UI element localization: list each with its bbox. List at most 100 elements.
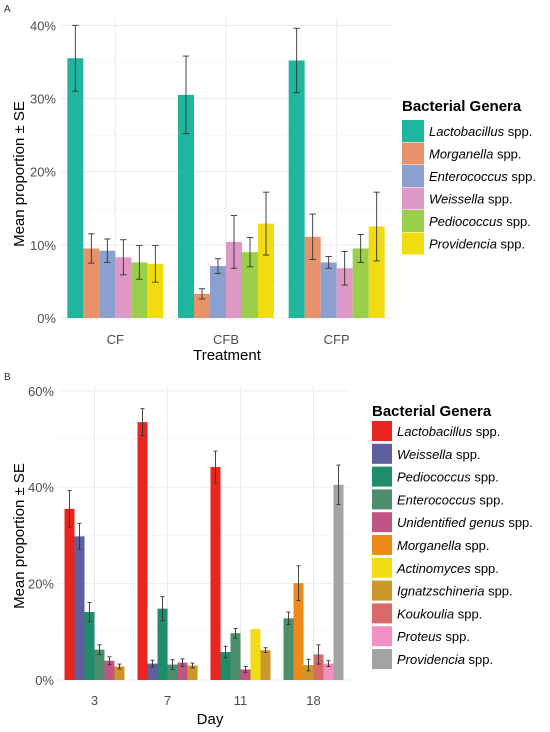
panel-a-error-bar xyxy=(341,250,348,286)
panel-a-error-bar xyxy=(120,239,127,276)
panel-b-legend-swatch xyxy=(372,512,392,533)
panel-a-legend-item: Lactobacillus spp. xyxy=(402,120,532,142)
panel-b-bar-18-providencia xyxy=(333,484,344,680)
panel-b-error-bar xyxy=(263,647,268,653)
panel-b-legend-label: Weissella spp. xyxy=(397,447,481,462)
panel-b-bar-11-actinomyces xyxy=(250,628,261,680)
panel-a-error-bar xyxy=(104,238,111,263)
panel-b-error-bar xyxy=(336,464,341,506)
panel-a-x-tick-label: CFP xyxy=(324,332,350,347)
panel-a-bar-cfb-lactobacillus xyxy=(178,94,194,318)
panel-a-y-tick-label: 30% xyxy=(30,91,56,106)
panel-b-x-tick-label: 11 xyxy=(234,693,248,708)
panel-a-bar-cf-lactobacillus xyxy=(67,58,84,319)
panel-a-y-ticks: 0% 10% 20% 30% 40% xyxy=(30,18,56,326)
panel-b-error-bar xyxy=(306,658,311,672)
panel-a-legend-item: Weissella spp. xyxy=(402,187,513,210)
panel-b-legend-swatch xyxy=(372,466,392,487)
panel-a-error-bar xyxy=(325,256,332,269)
panel-b-bar-11-unidentified-genus xyxy=(240,669,251,680)
panel-b-x-tick-label: 18 xyxy=(306,693,320,708)
panel-a-legend-swatch xyxy=(402,210,424,232)
panel-b-legend-item: Unidentified genus spp. xyxy=(372,512,533,533)
panel-a-bar-cfp-enterococcus xyxy=(320,262,337,318)
panel-a-bar-cfp-weissella xyxy=(336,268,353,318)
panel-b-y-tick-label: 20% xyxy=(28,577,54,592)
panel-a-bar-cfb-enterococcus xyxy=(210,266,226,318)
panel-a-legend-title: Bacterial Genera xyxy=(402,98,522,115)
panel-b-bar-7-enterococcus xyxy=(167,664,178,680)
panel-a-error-bar xyxy=(198,288,206,300)
panel-b-legend-item: Koukoulia spp. xyxy=(372,603,482,624)
panel-a-bars xyxy=(67,24,385,319)
panel-b-error-bar xyxy=(190,662,195,669)
panel-a-error-bar xyxy=(230,215,238,269)
panel-a-error-bar xyxy=(88,233,95,264)
panel-b-error-bar xyxy=(87,601,92,623)
panel-a-legend: Bacterial Genera Lactobacillus spp. Morga… xyxy=(402,98,536,255)
panel-b-legend-label: Lactobacillus spp. xyxy=(397,424,500,439)
panel-a-legend-swatch xyxy=(402,120,424,142)
panel-b-y-ticks: 0% 20% 40% 60% xyxy=(28,384,54,688)
panel-a-error-bar xyxy=(136,245,143,280)
panel-a-y-tick-label: 0% xyxy=(37,311,56,326)
panel-b-error-bar xyxy=(296,565,301,601)
panel-a-legend-item: Pediococcus spp. xyxy=(402,210,531,232)
panel-a-bar-cf-pediococcus xyxy=(131,262,148,318)
panel-b-error-bar xyxy=(170,659,175,670)
panel-b-legend-title: Bacterial Genera xyxy=(372,403,492,420)
panel-a-legend-label: Lactobacillus spp. xyxy=(429,124,532,139)
panel-b-legend-swatch xyxy=(372,421,392,441)
panel-a-legend-swatch xyxy=(402,142,424,165)
panel-b-legend-item: Actinomyces spp. xyxy=(372,557,499,578)
panel-a-error-bar xyxy=(246,237,254,268)
panel-b-bar-3-unidentified-genus xyxy=(104,660,115,680)
panel-b-legend-label: Proteus spp. xyxy=(397,629,470,644)
panel-b-error-bar xyxy=(107,656,112,666)
panel-a-x-axis-title: Treatment xyxy=(193,347,262,364)
panel-b-error-bar xyxy=(140,408,145,437)
panel-a-bar-cfb-morganella xyxy=(194,293,210,318)
panel-b-letter: B xyxy=(4,372,11,383)
panel-b-legend-item: Enterococcus spp. xyxy=(372,489,504,510)
panel-a-letter: A xyxy=(4,4,11,15)
panel-a-bar-cf-morganella xyxy=(83,248,100,318)
panel-b-legend-swatch xyxy=(372,557,392,578)
panel-b-y-tick-label: 0% xyxy=(35,673,54,688)
panel-a-bar-cfp-providencia xyxy=(368,226,385,318)
panel-b-x-tick-label: 3 xyxy=(91,693,98,708)
panel-b-legend-swatch xyxy=(372,489,392,510)
panel-a-legend-swatch xyxy=(402,165,424,187)
panel-b-legend-label: Koukoulia spp. xyxy=(397,606,482,621)
panel-b-legend-label: Pediococcus spp. xyxy=(397,470,499,485)
panel-a-legend-swatch xyxy=(402,187,424,210)
panel-b-legend-item: Morganella spp. xyxy=(372,535,490,555)
panel-b-legend-item: Proteus spp. xyxy=(372,626,470,647)
panel-a-bar-cfp-morganella xyxy=(304,236,321,318)
panel-b-x-tick-label: 7 xyxy=(164,693,171,708)
panel-a-x-tick-label: CF xyxy=(107,332,124,347)
panel-b-y-axis-title: Mean proportion ± SE xyxy=(11,463,28,609)
panel-b-legend-swatch xyxy=(372,443,392,464)
panel-b-bar-3-pediococcus xyxy=(84,612,95,680)
panel-a-legend-label: Providencia spp. xyxy=(429,237,525,252)
panel-b-bar-11-enterococcus xyxy=(230,633,241,680)
panel-b-error-bar xyxy=(326,660,331,667)
panel-a-error-bar xyxy=(309,213,316,260)
panel-b-error-bar xyxy=(180,658,185,667)
panel-b-x-ticks: 3 7 11 18 xyxy=(91,693,321,708)
panel-b-bar-7-unidentified-genus xyxy=(177,662,188,680)
panel-b-bar-18-koukoulia xyxy=(313,654,324,680)
panel-b-y-tick-label: 40% xyxy=(28,480,54,495)
panel-b-error-bar xyxy=(150,659,155,668)
panel-b-error-bar xyxy=(223,645,228,659)
panel-b-grid xyxy=(58,386,350,681)
panel-a-legend-swatch xyxy=(402,232,424,255)
panel-a-bar-cf-enterococcus xyxy=(99,250,116,318)
panel-b-legend-swatch xyxy=(372,649,392,669)
panel-b-bar-18-morganella xyxy=(293,583,304,680)
panel-b-bar-11-lactobacillus xyxy=(210,466,221,680)
panel-b-legend-item: Providencia spp. xyxy=(372,649,493,669)
panel-b-legend-swatch xyxy=(372,580,392,601)
